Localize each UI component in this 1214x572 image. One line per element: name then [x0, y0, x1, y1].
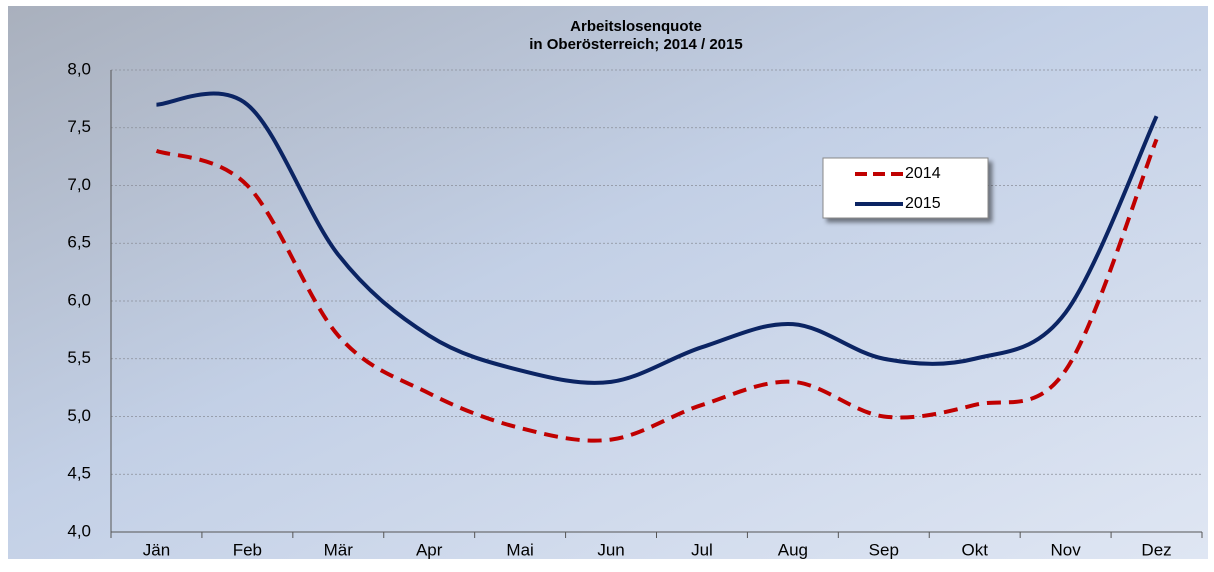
x-tick-label: Okt [961, 540, 988, 559]
line-series [156, 91, 1159, 385]
x-tick-label: Sep [869, 540, 899, 559]
x-tick-label: Jul [691, 540, 713, 559]
x-tick-label: Mai [506, 540, 533, 559]
legend-label: 2015 [905, 195, 941, 212]
chart-background [8, 6, 1208, 559]
x-tick-label: Mär [324, 540, 354, 559]
x-tick-label: Apr [416, 540, 443, 559]
x-tick-label: Aug [778, 540, 808, 559]
x-tick-label: Jun [597, 540, 624, 559]
chart-subtitle: in Oberösterreich; 2014 / 2015 [529, 36, 742, 53]
y-tick-label: 4,5 [67, 464, 91, 483]
y-tick-label: 6,5 [67, 233, 91, 252]
x-tick-label: Dez [1141, 540, 1171, 559]
y-tick-label: 5,5 [67, 348, 91, 367]
y-tick-label: 5,0 [67, 406, 91, 425]
legend-label: 2014 [905, 165, 941, 182]
legend-box [822, 157, 989, 219]
line-series [155, 138, 1159, 443]
y-tick-label: 4,0 [67, 521, 91, 540]
y-tick-label: 6,0 [67, 290, 91, 309]
y-tick-label: 8,0 [67, 59, 91, 78]
x-tick-label: Jän [143, 540, 170, 559]
x-tick-label: Nov [1051, 540, 1082, 559]
y-tick-label: 7,5 [67, 117, 91, 136]
x-tick-label: Feb [233, 540, 262, 559]
chart-title: Arbeitslosenquote [570, 18, 702, 35]
y-tick-label: 7,0 [67, 175, 91, 194]
